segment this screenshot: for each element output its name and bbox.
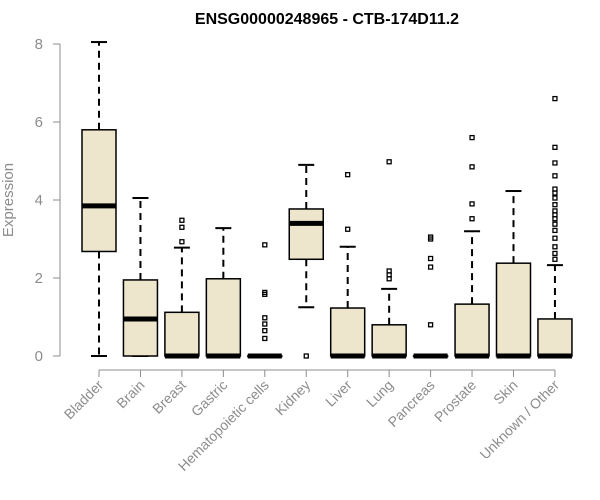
outlier-point [427, 255, 434, 262]
outlier-point [427, 322, 434, 328]
y-axis: 0 2 4 6 8 [35, 36, 61, 365]
box-group [454, 134, 490, 359]
outlier-point [262, 335, 268, 342]
outlier-point [179, 217, 185, 223]
outlier-point [469, 216, 475, 222]
outlier-point [552, 227, 558, 234]
y-tick-label: 4 [35, 192, 43, 209]
outlier-point [262, 289, 268, 296]
y-tick-label: 6 [35, 114, 43, 131]
plot-area [81, 41, 573, 359]
outlier-point [552, 235, 558, 241]
outlier-point [552, 202, 558, 208]
x-tick-label: Prostate [431, 377, 479, 425]
box-body [288, 208, 324, 261]
box-group [205, 227, 242, 359]
outlier-point [427, 264, 434, 270]
box-group [495, 190, 532, 359]
box-body [495, 262, 532, 357]
box-group [537, 95, 573, 359]
x-tick-label: Lung [363, 377, 396, 410]
outlier-point [552, 160, 558, 166]
outlier-point [469, 134, 475, 141]
y-tick-label: 8 [35, 36, 43, 53]
outlier-point [386, 268, 392, 274]
x-tick-label: Unknown / Other [476, 377, 562, 463]
outlier-point [552, 195, 558, 201]
box-body [164, 311, 200, 357]
outlier-point [179, 239, 185, 245]
box-group [412, 234, 449, 359]
x-tick-label: Bladder [61, 377, 107, 423]
box-group [288, 163, 324, 359]
x-tick-label: Skin [490, 377, 521, 408]
x-tick-label: Liver [322, 377, 355, 410]
outlier-point [552, 95, 558, 102]
y-tick-label: 0 [35, 348, 43, 365]
y-tick-label: 2 [35, 270, 43, 287]
outlier-point [552, 244, 558, 250]
outlier-point [179, 224, 185, 230]
outlier-point [469, 164, 475, 170]
box-group [122, 197, 159, 357]
outlier-point [262, 315, 268, 321]
box-body [329, 307, 366, 357]
box-group [329, 171, 366, 359]
y-axis-label: Expression [0, 163, 17, 237]
outlier-point [552, 173, 558, 179]
box-group [371, 159, 407, 359]
outlier-point [303, 353, 309, 359]
outlier-point [262, 321, 268, 327]
outlier-point [345, 171, 351, 178]
box-body [454, 303, 490, 357]
outlier-point [427, 234, 434, 240]
outlier-point [552, 208, 558, 214]
outlier-point [552, 144, 558, 151]
box-group [81, 41, 117, 357]
box-group [164, 217, 200, 359]
chart-title: ENSG00000248965 - CTB-174D11.2 [195, 11, 459, 28]
outlier-point [552, 221, 558, 227]
box-body [81, 129, 117, 253]
x-tick-label: Breast [149, 377, 189, 417]
outlier-point [552, 256, 558, 262]
outlier-point [262, 327, 268, 334]
outlier-point [469, 201, 475, 207]
outlier-point [386, 159, 392, 165]
x-tick-label: Kidney [272, 377, 314, 419]
x-tick-label: Brain [113, 377, 147, 411]
outlier-point [262, 242, 268, 248]
outlier-point [552, 186, 558, 192]
outlier-point [552, 250, 558, 257]
box-body [205, 278, 242, 357]
box-body [537, 318, 573, 357]
box-group [247, 242, 283, 359]
box-body [371, 324, 407, 357]
outlier-point [345, 226, 351, 232]
